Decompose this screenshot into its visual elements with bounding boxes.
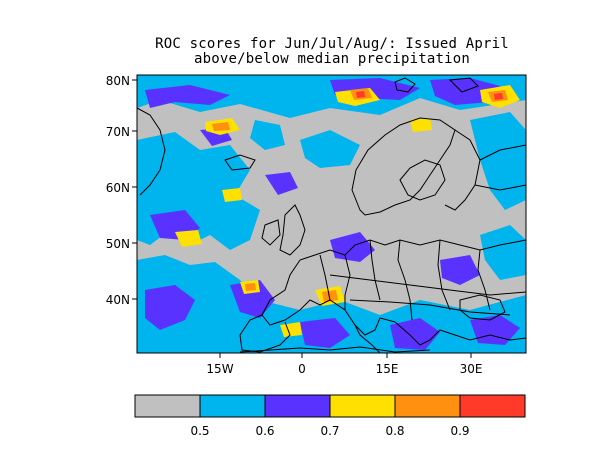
legend-tick-label: 0.5	[190, 424, 209, 438]
lat-ticks	[132, 79, 137, 300]
lat-label-40n: 40N	[106, 293, 130, 307]
lon-label-30e: 30E	[460, 362, 483, 376]
map-title-line2: above/below median precipitation	[193, 51, 471, 67]
legend-tick-label: 0.7	[320, 424, 339, 438]
legend-tick-label: 0.6	[255, 424, 274, 438]
legend-swatch-1	[199, 394, 266, 418]
legend-swatch-3	[329, 394, 396, 418]
lon-label-0: 0	[298, 362, 306, 376]
coastlines-and-borders	[136, 77, 527, 354]
lat-label-60n: 60N	[106, 181, 130, 195]
map-title-line1: ROC scores for Jun/Jul/Aug/: Issued Apri…	[155, 36, 509, 52]
lon-label-15w: 15W	[206, 362, 233, 376]
legend-tick-label: 0.8	[385, 424, 404, 438]
legend-swatch-5	[459, 394, 526, 418]
roc-score-field	[137, 75, 526, 353]
lon-ticks	[219, 353, 472, 358]
lat-label-70n: 70N	[106, 125, 130, 139]
legend-swatch-2	[264, 394, 331, 418]
lat-label-80n: 80N	[106, 74, 130, 88]
map-area: 80N 70N 60N 50N 40N 15W 0 15E 30E	[106, 74, 527, 376]
legend-swatch-4	[394, 394, 461, 418]
legend-swatch-0	[134, 394, 201, 418]
lat-label-50n: 50N	[106, 237, 130, 251]
map-frame	[136, 74, 527, 354]
lon-label-15e: 15E	[376, 362, 399, 376]
legend-frame	[134, 394, 526, 418]
color-legend: 0.5 0.6 0.7 0.8 0.9	[134, 394, 526, 438]
legend-tick-label: 0.9	[450, 424, 469, 438]
